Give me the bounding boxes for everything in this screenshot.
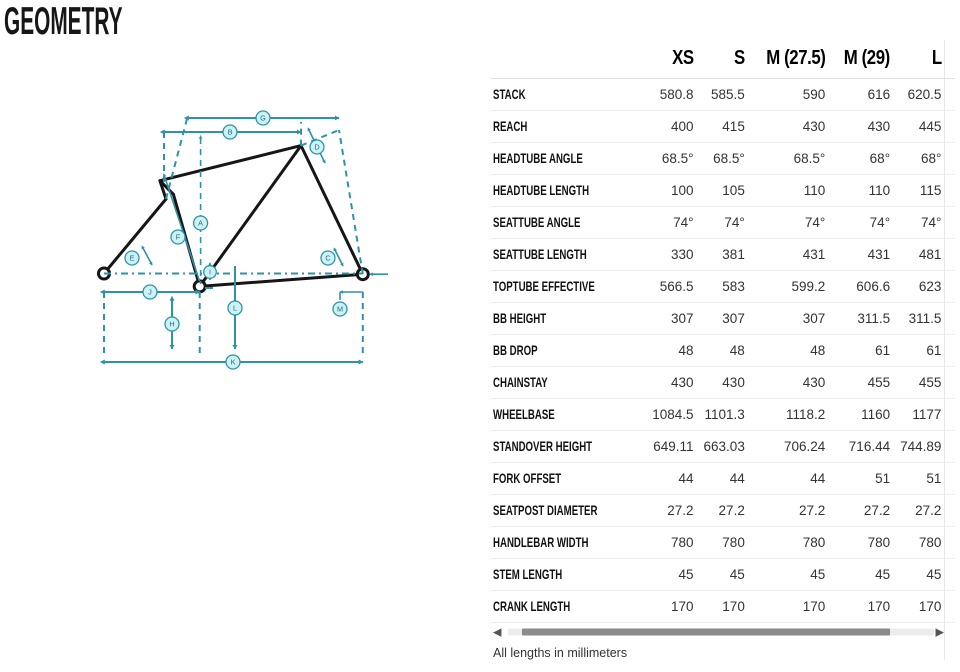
svg-text:M: M xyxy=(337,305,343,314)
svg-text:E: E xyxy=(130,254,135,263)
svg-text:C: C xyxy=(325,254,330,263)
svg-text:K: K xyxy=(231,358,236,367)
svg-text:A: A xyxy=(198,219,203,228)
svg-text:D: D xyxy=(314,143,319,152)
svg-text:F: F xyxy=(176,233,181,242)
svg-text:G: G xyxy=(260,114,266,123)
svg-text:J: J xyxy=(148,288,152,297)
svg-text:B: B xyxy=(228,128,233,137)
svg-text:H: H xyxy=(169,320,174,329)
svg-text:I: I xyxy=(209,270,211,277)
svg-text:L: L xyxy=(233,304,237,313)
